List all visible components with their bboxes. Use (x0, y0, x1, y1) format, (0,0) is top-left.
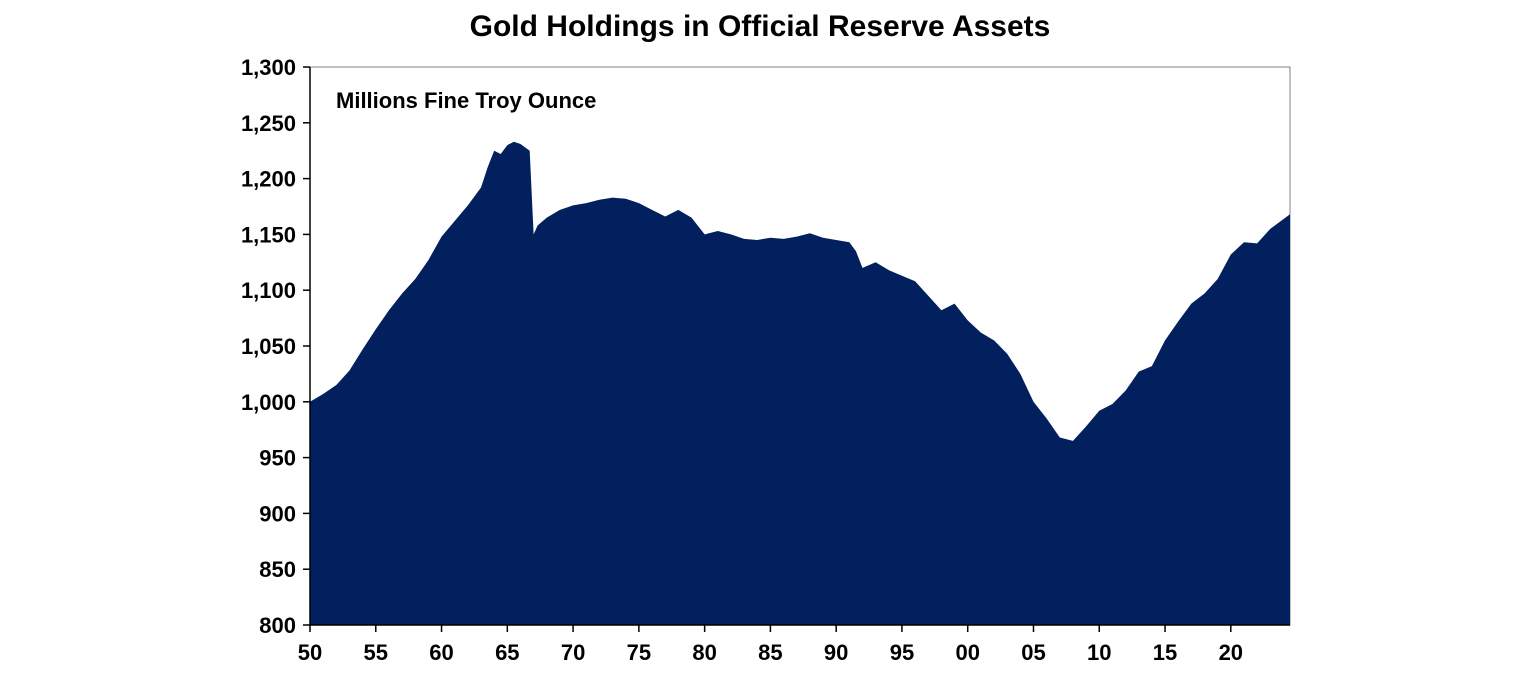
x-tick-label: 75 (627, 640, 651, 665)
y-tick-label: 1,200 (241, 167, 296, 192)
chart-title: Gold Holdings in Official Reserve Assets (470, 10, 1051, 43)
y-tick-label: 1,000 (241, 390, 296, 415)
x-tick-label: 70 (561, 640, 585, 665)
x-tick-label: 60 (429, 640, 453, 665)
x-tick-label: 15 (1153, 640, 1177, 665)
x-tick-label: 20 (1219, 640, 1243, 665)
x-axis: 50 55 60 65 70 75 80 85 90 95 00 05 10 15 20 (298, 625, 1243, 665)
y-tick-label: 900 (259, 501, 296, 526)
y-tick-label: 1,300 (241, 55, 296, 80)
x-tick-label: 95 (890, 640, 914, 665)
y-tick-label: 1,150 (241, 222, 296, 247)
y-tick-label: 1,100 (241, 278, 296, 303)
x-tick-label: 80 (692, 640, 716, 665)
y-tick-label: 950 (259, 446, 296, 471)
y-tick-label: 1,250 (241, 111, 296, 136)
x-tick-label: 05 (1021, 640, 1045, 665)
x-tick-label: 65 (495, 640, 519, 665)
x-tick-label: 90 (824, 640, 848, 665)
x-tick-label: 00 (955, 640, 979, 665)
y-tick-label: 850 (259, 557, 296, 582)
y-tick-label: 800 (259, 613, 296, 638)
x-tick-label: 10 (1087, 640, 1111, 665)
x-tick-label: 50 (298, 640, 322, 665)
gold-holdings-area (310, 141, 1290, 625)
x-tick-label: 85 (758, 640, 782, 665)
units-label: Millions Fine Troy Ounce (336, 88, 596, 113)
y-tick-label: 1,050 (241, 334, 296, 359)
x-tick-label: 55 (364, 640, 388, 665)
y-axis: 800 850 900 950 1,000 1,050 1,100 1,150 1,200 1,2… (241, 55, 310, 638)
